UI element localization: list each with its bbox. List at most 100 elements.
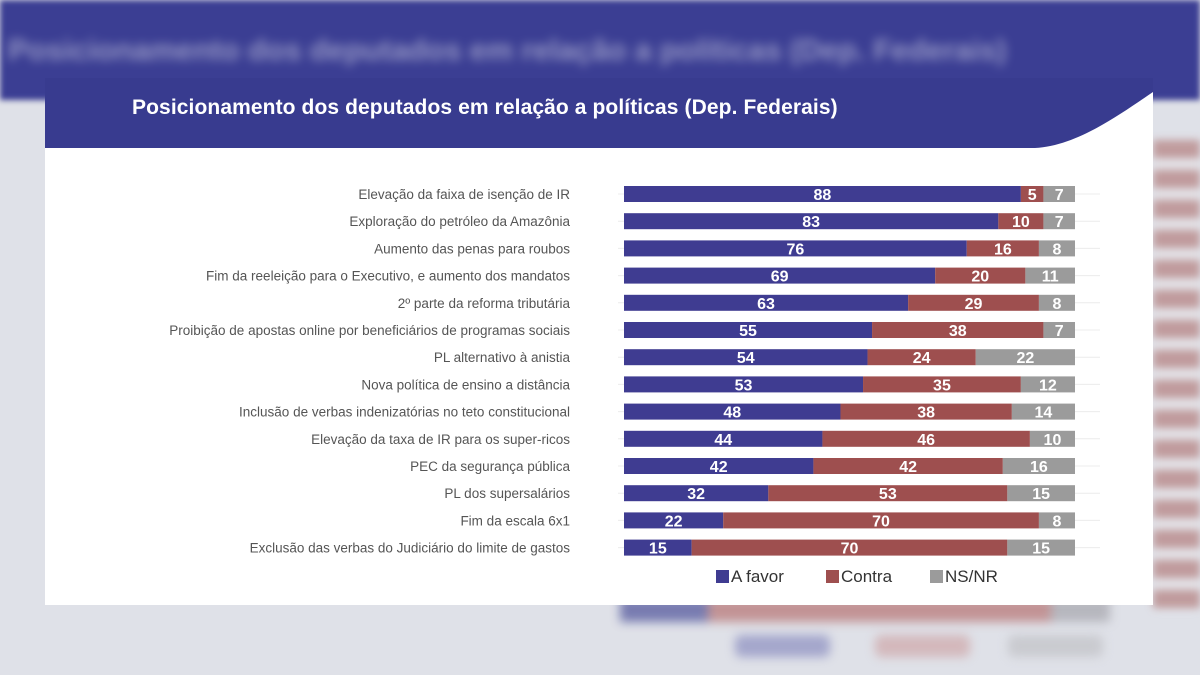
data-label: 55 bbox=[739, 323, 757, 340]
background-legend-red bbox=[875, 635, 970, 657]
data-label: 42 bbox=[710, 459, 728, 476]
data-label: 76 bbox=[786, 241, 804, 258]
bar-segment bbox=[1011, 403, 1075, 420]
bar-segment bbox=[872, 322, 1044, 338]
data-label: 10 bbox=[1012, 214, 1030, 231]
data-label: 7 bbox=[1055, 323, 1064, 340]
bar-segment bbox=[624, 213, 999, 230]
data-label: 88 bbox=[814, 187, 832, 204]
bar-segment bbox=[768, 485, 1008, 502]
data-label: 8 bbox=[1053, 296, 1062, 313]
background-legend-blue bbox=[735, 635, 830, 657]
bar-segment bbox=[691, 539, 1008, 556]
data-label: 63 bbox=[757, 296, 775, 313]
data-label: 38 bbox=[949, 323, 967, 340]
data-label: 15 bbox=[1032, 541, 1050, 558]
background-blurred-bars bbox=[1153, 140, 1200, 610]
bar-segment bbox=[624, 349, 868, 366]
data-label: 53 bbox=[879, 486, 897, 503]
data-label: 32 bbox=[687, 486, 705, 503]
chart-card: Posicionamento dos deputados em relação … bbox=[45, 78, 1153, 605]
chart-title: Posicionamento dos deputados em relação … bbox=[132, 96, 838, 119]
chart-header bbox=[45, 78, 1153, 148]
category-label: Nova política de ensino a distância bbox=[361, 377, 570, 392]
bar-segment bbox=[1002, 458, 1075, 474]
bar-segment bbox=[840, 403, 1012, 420]
data-label: 16 bbox=[994, 241, 1012, 258]
category-label: Exclusão das verbas do Judiciário do lim… bbox=[250, 541, 571, 556]
data-label: 12 bbox=[1039, 377, 1057, 394]
header-curve bbox=[1035, 92, 1153, 153]
data-label: 24 bbox=[913, 350, 931, 367]
data-label: 10 bbox=[1044, 432, 1062, 449]
bar-segment bbox=[1038, 294, 1075, 311]
bar-segment bbox=[624, 485, 769, 502]
bar-segment bbox=[908, 294, 1039, 311]
category-label: Proibição de apostas online por benefici… bbox=[169, 323, 570, 338]
bar-segment bbox=[1038, 240, 1075, 257]
data-label: 8 bbox=[1053, 513, 1062, 530]
background-legend-gray bbox=[1008, 635, 1103, 657]
bar-segment bbox=[935, 267, 1026, 284]
data-label: 5 bbox=[1028, 187, 1037, 204]
data-label: 20 bbox=[971, 269, 989, 286]
background-title: Posicionamento dos deputados em relação … bbox=[8, 34, 1007, 67]
bar-segment bbox=[1025, 267, 1075, 284]
data-label: 8 bbox=[1053, 241, 1062, 258]
bar-segment bbox=[624, 512, 724, 529]
data-label: 83 bbox=[802, 214, 820, 231]
data-label: 15 bbox=[1032, 486, 1050, 503]
bar-segment bbox=[966, 240, 1039, 257]
category-label: 2º parte da reforma tributária bbox=[398, 296, 571, 311]
legend-swatch bbox=[826, 570, 839, 583]
data-label: 70 bbox=[841, 541, 859, 558]
bar-segment bbox=[1020, 186, 1044, 202]
bar-segment bbox=[624, 430, 823, 447]
category-label: PEC da segurança pública bbox=[410, 459, 570, 474]
category-label: Elevação da taxa de IR para os super-ric… bbox=[311, 432, 570, 447]
bar-segment bbox=[867, 349, 976, 366]
data-label: 29 bbox=[965, 296, 983, 313]
bar-segment bbox=[1007, 539, 1075, 556]
bar-segment bbox=[975, 349, 1075, 366]
bar-segment bbox=[813, 458, 1003, 474]
bar-segment bbox=[624, 294, 909, 311]
bar-segment bbox=[863, 376, 1021, 393]
bar-segment bbox=[624, 403, 841, 420]
bar-segment bbox=[624, 539, 692, 556]
category-label: Exploração do petróleo da Amazônia bbox=[349, 214, 570, 229]
data-label: 16 bbox=[1030, 459, 1048, 476]
data-label: 42 bbox=[899, 459, 917, 476]
category-label: PL alternativo à anistia bbox=[434, 350, 571, 365]
data-label: 48 bbox=[723, 405, 741, 422]
data-label: 70 bbox=[872, 513, 890, 530]
bar-segment bbox=[624, 186, 1021, 202]
legend-swatch bbox=[930, 570, 943, 583]
bar-segment bbox=[998, 213, 1044, 230]
bar-segment bbox=[1029, 430, 1075, 447]
bar-segment bbox=[624, 376, 864, 393]
category-label: Inclusão de verbas indenizatórias no tet… bbox=[239, 405, 570, 420]
category-label: Fim da escala 6x1 bbox=[460, 513, 570, 528]
data-label: 14 bbox=[1035, 405, 1053, 422]
data-label: 35 bbox=[933, 377, 951, 394]
category-label: Aumento das penas para roubos bbox=[374, 241, 570, 256]
data-label: 38 bbox=[917, 405, 935, 422]
legend-label: NS/NR bbox=[945, 567, 998, 586]
bar-segment bbox=[1043, 322, 1075, 338]
data-label: 22 bbox=[1016, 350, 1034, 367]
bar-segment bbox=[1043, 213, 1075, 230]
bar-segment bbox=[1007, 485, 1075, 502]
data-label: 44 bbox=[714, 432, 732, 449]
bar-segment bbox=[723, 512, 1039, 529]
bar-segment bbox=[624, 267, 936, 284]
legend-label: Contra bbox=[841, 567, 893, 586]
bar-segment bbox=[624, 458, 814, 474]
category-label: Fim da reeleição para o Executivo, e aum… bbox=[206, 269, 570, 284]
data-label: 54 bbox=[737, 350, 755, 367]
data-label: 53 bbox=[735, 377, 753, 394]
data-label: 7 bbox=[1055, 187, 1064, 204]
stacked-bar-chart: Elevação da faixa de isenção de IR 88 5 7Ex… bbox=[169, 186, 1100, 586]
data-label: 15 bbox=[649, 541, 667, 558]
bar-segment bbox=[822, 430, 1030, 447]
